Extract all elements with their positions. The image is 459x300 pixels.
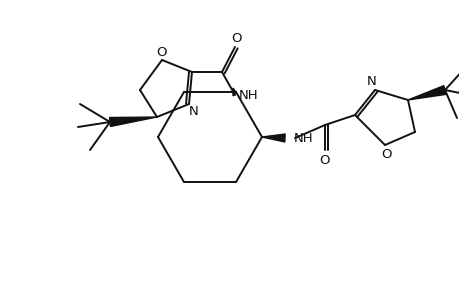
Text: N: N <box>366 74 376 88</box>
Polygon shape <box>109 117 157 127</box>
Text: O: O <box>157 46 167 59</box>
Polygon shape <box>262 134 285 142</box>
Text: N: N <box>189 104 198 118</box>
Polygon shape <box>232 88 235 96</box>
Text: O: O <box>231 32 242 44</box>
Polygon shape <box>407 86 445 100</box>
Text: O: O <box>319 154 330 166</box>
Text: NH: NH <box>294 131 313 145</box>
Text: NH: NH <box>239 88 258 101</box>
Text: O: O <box>381 148 392 160</box>
